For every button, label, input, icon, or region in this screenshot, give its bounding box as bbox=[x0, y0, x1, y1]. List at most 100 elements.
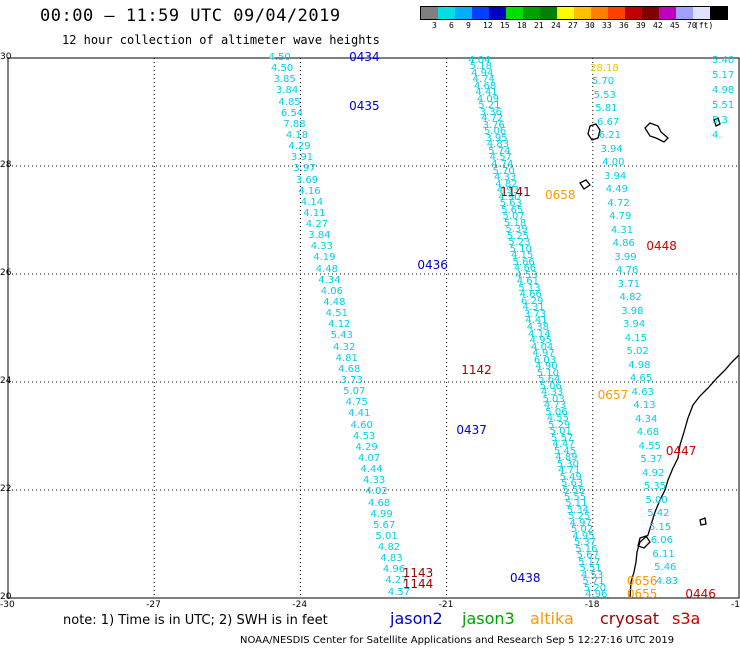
wave-height-value: 3.84 bbox=[308, 230, 331, 242]
wave-height-value: 4.96 bbox=[585, 589, 608, 601]
wave-height-value: 4.15 bbox=[511, 250, 534, 262]
wave-height-value: 4.02 bbox=[365, 486, 388, 498]
lon-axis-label: -27 bbox=[146, 600, 161, 610]
wave-height-value: 4.34 bbox=[318, 274, 341, 286]
wave-height-value: 4.68 bbox=[473, 80, 497, 92]
lat-axis-label: 26 bbox=[0, 268, 12, 278]
wave-height-value: 6.03 bbox=[533, 354, 557, 366]
satellite-legend-altika: altika bbox=[530, 609, 574, 628]
satellite-legend-cryosat: cryosat bbox=[600, 609, 660, 628]
legend-tick-label: 12 bbox=[483, 21, 493, 30]
wave-height-value: 4.44 bbox=[360, 464, 383, 476]
wave-height-value: 5.25 bbox=[506, 230, 530, 242]
wave-height-value: 5.20 bbox=[583, 582, 607, 594]
lon-axis-label: -24 bbox=[292, 600, 308, 610]
wave-height-value: 5.46 bbox=[654, 562, 677, 574]
wave-height-value: 4.31 bbox=[610, 224, 634, 236]
wave-height-value: 4.65 bbox=[629, 373, 653, 385]
wave-height-value: 4.82 bbox=[495, 178, 518, 190]
wave-height-value: 4.12 bbox=[328, 319, 351, 331]
wave-height-value: 4.41 bbox=[525, 315, 548, 327]
legend-tick-label: 70 bbox=[687, 21, 697, 30]
wave-height-value: 4.95 bbox=[572, 530, 595, 542]
wave-height-value: 4.72 bbox=[607, 197, 630, 209]
satellite-legend-jason3: jason3 bbox=[462, 609, 515, 628]
wave-height-value: 5.42 bbox=[647, 508, 670, 520]
legend-tick-label: 6 bbox=[449, 21, 454, 30]
wave-height-value: 4.81 bbox=[335, 352, 358, 364]
pass-label-altika: 0658 bbox=[545, 187, 576, 202]
legend-swatch bbox=[625, 7, 642, 19]
lon-axis-label: -30 bbox=[0, 600, 15, 610]
wave-height-value: 4.06 bbox=[320, 285, 343, 297]
legend-swatch bbox=[574, 7, 591, 19]
wave-height-value: 4.83 bbox=[486, 139, 510, 151]
wave-height-value: 4.99 bbox=[370, 508, 393, 520]
wave-height-value: 5.55 bbox=[562, 484, 585, 496]
wave-height-value: 5.63 bbox=[560, 478, 584, 490]
legend-swatch bbox=[693, 7, 710, 19]
footer-note: note: 1) Time is in UTC; 2) SWH is in fe… bbox=[63, 613, 328, 628]
wave-height-value: 4.19 bbox=[313, 252, 336, 264]
coastline-segment bbox=[637, 535, 651, 549]
wave-height-value: 4.68 bbox=[338, 363, 361, 375]
pass-label-cryosat: 1144 bbox=[402, 576, 434, 591]
wave-height-value: 3.94 bbox=[600, 143, 623, 155]
wave-height-value: 4.18 bbox=[285, 129, 309, 141]
wave-height-value: 3.94 bbox=[623, 319, 646, 331]
wave-height-value: 5.30 bbox=[556, 458, 579, 470]
wave-height-value: 4.33 bbox=[493, 172, 517, 184]
wave-height-value: 4.27 bbox=[385, 575, 408, 587]
color-scale-legend bbox=[420, 6, 728, 20]
wave-height-value: 3.71 bbox=[617, 278, 641, 290]
wave-height-value: 4.82 bbox=[377, 542, 401, 554]
wave-height-value: 5.02 bbox=[570, 524, 594, 536]
wave-height-value: 4.11 bbox=[303, 207, 326, 219]
legend-swatch bbox=[557, 7, 574, 19]
wave-height-value: 6.67 bbox=[597, 116, 620, 128]
legend-tick-label: 39 bbox=[636, 21, 646, 30]
wave-height-value: 4.86 bbox=[612, 238, 635, 250]
legend-tick-label: 9 bbox=[466, 21, 471, 30]
wave-height-value: 5.70 bbox=[591, 76, 615, 88]
wave-height-value: 5.35 bbox=[643, 481, 667, 493]
lat-axis-label: 24 bbox=[0, 376, 12, 386]
wave-height-value: 4.34 bbox=[635, 413, 658, 425]
pass-label-s3a: 0447 bbox=[665, 444, 697, 459]
wave-height-value: 4.29 bbox=[355, 441, 378, 453]
lat-axis-label: 22 bbox=[0, 484, 12, 494]
wave-height-value: 4.82 bbox=[619, 292, 642, 304]
lat-axis-label: 20 bbox=[0, 592, 12, 602]
wave-height-value: 4.74 bbox=[472, 74, 495, 86]
wave-height-value: 4.13 bbox=[633, 400, 656, 412]
legend-swatch bbox=[710, 7, 727, 19]
wave-height-value: 4.66 bbox=[513, 263, 537, 275]
wave-height-value: 4.72 bbox=[481, 113, 504, 125]
coastline-segment bbox=[699, 517, 707, 526]
wave-height-value: 7.88 bbox=[283, 118, 306, 130]
wave-height-value: 5.25 bbox=[568, 511, 591, 523]
wave-height-value: 4.41 bbox=[348, 408, 371, 420]
wave-height-value: 6.21 bbox=[598, 130, 622, 142]
pass-label-cryosat: 1141 bbox=[500, 185, 531, 199]
wave-height-value: 3.73 bbox=[523, 308, 547, 320]
wave-height-value: 4.66 bbox=[519, 289, 542, 301]
wave-height-value: 3.73 bbox=[340, 374, 363, 386]
wave-height-value: 4.47 bbox=[552, 439, 575, 451]
wave-height-value: 5.67 bbox=[372, 519, 396, 531]
wave-height-value: 4.68 bbox=[367, 497, 391, 509]
wave-height-value: 4.98 bbox=[712, 84, 735, 96]
wave-height-value: 5.64 bbox=[538, 374, 561, 386]
wave-height-value: 4.97 bbox=[532, 348, 555, 360]
wave-height-value: 4.53 bbox=[580, 569, 604, 581]
wave-height-value: 5.06 bbox=[539, 380, 562, 392]
wave-height-value: 5.45 bbox=[553, 445, 577, 457]
satellite-legend-s3a: s3a bbox=[672, 609, 701, 628]
legend-swatch bbox=[472, 7, 489, 19]
legend-swatch bbox=[506, 7, 523, 19]
wave-height-value: 4.73 bbox=[543, 400, 567, 412]
wave-height-value: 6.54 bbox=[280, 107, 304, 119]
legend-tick-label: 15 bbox=[500, 21, 510, 30]
wave-height-value: 4.63 bbox=[631, 386, 654, 398]
map-subtitle: 12 hour collection of altimeter wave hei… bbox=[62, 33, 380, 47]
